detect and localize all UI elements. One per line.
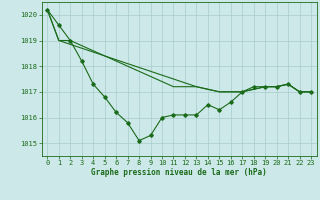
X-axis label: Graphe pression niveau de la mer (hPa): Graphe pression niveau de la mer (hPa): [91, 168, 267, 177]
